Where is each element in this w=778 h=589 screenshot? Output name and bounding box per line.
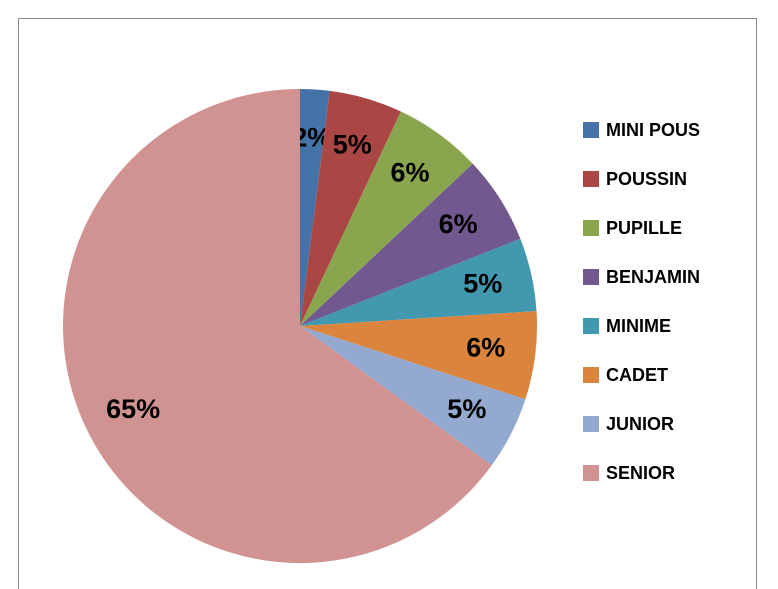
pie-slice <box>300 163 521 326</box>
data-label: 5% <box>463 268 502 298</box>
legend-swatch <box>583 367 599 383</box>
legend-swatch <box>583 416 599 432</box>
legend-swatch <box>583 465 599 481</box>
pie-slice <box>300 89 330 326</box>
legend-swatch <box>583 171 599 187</box>
legend-label: MINIME <box>606 316 671 336</box>
pie-slice <box>62 89 492 563</box>
legend-swatch <box>583 269 599 285</box>
pie-slice <box>300 326 526 466</box>
legend-label: MINI POUS <box>606 120 700 140</box>
pie-slice <box>300 111 473 326</box>
legend-swatch <box>583 122 599 138</box>
data-label: 6% <box>391 158 430 188</box>
pie-slice <box>300 90 401 327</box>
legend-swatch <box>583 318 599 334</box>
legend-label: PUPILLE <box>606 218 682 238</box>
pie-slice <box>300 311 537 400</box>
legend-label: BENJAMIN <box>606 267 700 287</box>
data-label: 65% <box>106 394 160 424</box>
data-label: 6% <box>466 333 505 363</box>
data-label: 6% <box>439 209 478 239</box>
pie-slice <box>300 238 537 326</box>
data-label: 5% <box>333 129 372 159</box>
data-label: 5% <box>447 394 486 424</box>
legend-label: SENIOR <box>606 463 675 483</box>
legend-label: POUSSIN <box>606 169 687 189</box>
legend-label: JUNIOR <box>606 414 674 434</box>
legend-label: CADET <box>606 365 668 385</box>
legend-swatch <box>583 220 599 236</box>
